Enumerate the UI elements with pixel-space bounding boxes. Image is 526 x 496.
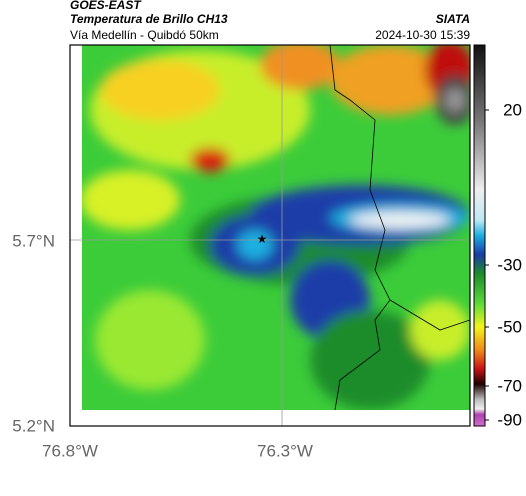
cloud-core — [350, 212, 450, 228]
cool-area — [310, 310, 430, 410]
warm-area — [100, 60, 220, 120]
warm-area — [330, 45, 450, 115]
lon-label: 76.3°W — [257, 441, 313, 460]
border-line — [389, 299, 470, 331]
colorbar-label: -70 — [497, 376, 522, 395]
agency-label: SIATA — [436, 12, 470, 26]
subtitle: Vía Medellín - Quibdó 50km — [70, 28, 219, 42]
colorbar-label: -30 — [497, 255, 522, 274]
cloud — [237, 230, 273, 260]
colorbar — [473, 44, 486, 427]
warm-area — [190, 148, 230, 172]
lat-label: 5.7°N — [12, 231, 55, 250]
border-line — [329, 45, 391, 410]
map-frame — [69, 44, 471, 427]
colorbar-label: -50 — [497, 317, 522, 336]
warm-area — [260, 45, 340, 90]
cold-top — [445, 88, 465, 112]
warm-area — [95, 290, 205, 390]
field-blobs — [82, 45, 470, 410]
title: Temperatura de Brillo CH13 — [70, 12, 228, 26]
warm-area — [82, 170, 180, 230]
lat-label: 5.2°N — [12, 416, 55, 435]
colorbar-label: 20 — [503, 100, 522, 119]
temperature-field — [82, 45, 470, 410]
timestamp: 2024-10-30 15:39 — [375, 28, 470, 42]
source-label: GOES-EAST — [70, 0, 142, 12]
location-marker: ★ — [257, 232, 268, 246]
colorbar-label: -90 — [497, 410, 522, 429]
lon-label: 76.8°W — [42, 441, 98, 460]
